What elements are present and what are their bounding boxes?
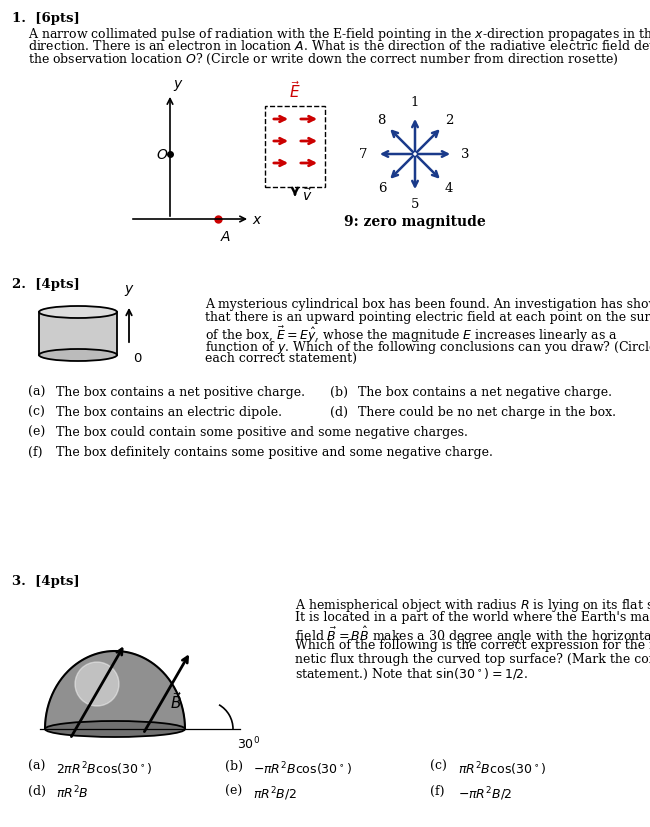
Ellipse shape (45, 721, 185, 737)
Text: 3.  [4pts]: 3. [4pts] (12, 574, 80, 587)
Text: (c): (c) (28, 405, 45, 418)
Text: (c): (c) (430, 759, 447, 772)
Text: The box contains a net positive charge.: The box contains a net positive charge. (56, 385, 305, 399)
Text: A hemispherical object with radius $R$ is lying on its flat side.: A hemispherical object with radius $R$ i… (295, 596, 650, 614)
Text: $\vec{v}$: $\vec{v}$ (302, 188, 313, 204)
Text: 4: 4 (445, 182, 453, 195)
Bar (39, 313, 117, 356)
Ellipse shape (39, 307, 117, 318)
Text: $\pi R^2 B$: $\pi R^2 B$ (56, 784, 89, 801)
Text: Which of the following is the correct expression for the mag-: Which of the following is the correct ex… (295, 638, 650, 651)
Text: $2\pi R^2 B\cos(30^\circ)$: $2\pi R^2 B\cos(30^\circ)$ (56, 759, 153, 777)
Text: field $\vec{B} = B\hat{B}$ makes a 30 degree angle with the horizontal.: field $\vec{B} = B\hat{B}$ makes a 30 de… (295, 624, 650, 645)
Circle shape (75, 662, 119, 706)
Text: each correct statement): each correct statement) (205, 351, 357, 365)
Text: $\pi R^2 B\cos(30^\circ)$: $\pi R^2 B\cos(30^\circ)$ (458, 759, 547, 777)
Text: (b): (b) (330, 385, 348, 399)
Text: A mysterious cylindrical box has been found. An investigation has shown: A mysterious cylindrical box has been fo… (205, 298, 650, 311)
Text: A narrow collimated pulse of radiation with the E-field pointing in the $x$-dire: A narrow collimated pulse of radiation w… (28, 26, 650, 43)
Text: 9: zero magnitude: 9: zero magnitude (344, 215, 486, 229)
Text: $y$: $y$ (124, 283, 135, 298)
Text: 2.  [4pts]: 2. [4pts] (12, 278, 80, 290)
Text: The box contains an electric dipole.: The box contains an electric dipole. (56, 405, 282, 418)
Text: (b): (b) (225, 759, 243, 772)
Text: $\pi R^2 B/2$: $\pi R^2 B/2$ (253, 784, 297, 801)
Text: function of $y$. Which of the following conclusions can you draw? (Circle: function of $y$. Which of the following … (205, 338, 650, 355)
Text: (e): (e) (28, 425, 46, 438)
Polygon shape (45, 651, 185, 729)
Text: The box contains a net negative charge.: The box contains a net negative charge. (358, 385, 612, 399)
Text: (f): (f) (430, 784, 445, 797)
Text: $-\pi R^2 B/2$: $-\pi R^2 B/2$ (458, 784, 512, 801)
Text: 7: 7 (359, 148, 367, 161)
Text: (f): (f) (28, 446, 42, 458)
Text: $0$: $0$ (133, 351, 142, 364)
Text: 5: 5 (411, 198, 419, 211)
Text: (d): (d) (28, 784, 46, 797)
Text: $-\pi R^2 B\cos(30^\circ)$: $-\pi R^2 B\cos(30^\circ)$ (253, 759, 352, 777)
Text: (e): (e) (225, 784, 242, 797)
Text: There could be no net charge in the box.: There could be no net charge in the box. (358, 405, 616, 418)
Text: $\vec{E}$: $\vec{E}$ (289, 80, 301, 101)
Text: $30^0$: $30^0$ (237, 735, 260, 752)
Text: netic flux through the curved top surface? (Mark the correct: netic flux through the curved top surfac… (295, 653, 650, 665)
Text: $x$: $x$ (252, 213, 263, 227)
Text: direction. There is an electron in location $A$. What is the direction of the ra: direction. There is an electron in locat… (28, 39, 650, 53)
Ellipse shape (39, 350, 117, 361)
Text: $O$: $O$ (156, 148, 168, 162)
Text: The box could contain some positive and some negative charges.: The box could contain some positive and … (56, 425, 468, 438)
Text: statement.) Note that $\sin(30^\circ) = 1/2$.: statement.) Note that $\sin(30^\circ) = … (295, 667, 528, 681)
Text: (a): (a) (28, 759, 46, 772)
Text: 1.  [6pts]: 1. [6pts] (12, 12, 80, 25)
Text: The box definitely contains some positive and some negative charge.: The box definitely contains some positiv… (56, 446, 493, 458)
Text: the observation location $O$? (Circle or write down the correct number from dire: the observation location $O$? (Circle or… (28, 52, 619, 67)
Bar (265, 107, 325, 188)
Text: 3: 3 (461, 148, 469, 161)
Text: $A$: $A$ (220, 230, 231, 244)
Text: $y$: $y$ (173, 78, 184, 93)
Text: 6: 6 (378, 182, 386, 195)
Text: It is located in a part of the world where the Earth's magnetic: It is located in a part of the world whe… (295, 610, 650, 624)
Text: (d): (d) (330, 405, 348, 418)
Text: 1: 1 (411, 97, 419, 109)
Text: 2: 2 (445, 114, 453, 127)
Text: 8: 8 (377, 114, 385, 127)
Text: (a): (a) (28, 385, 46, 399)
Text: that there is an upward pointing electric field at each point on the surface: that there is an upward pointing electri… (205, 311, 650, 324)
Text: $\vec{B}$: $\vec{B}$ (170, 691, 183, 711)
Text: of the box, $\vec{E} = E\hat{y}$, whose the magnitude $E$ increases linearly as : of the box, $\vec{E} = E\hat{y}$, whose … (205, 325, 618, 345)
